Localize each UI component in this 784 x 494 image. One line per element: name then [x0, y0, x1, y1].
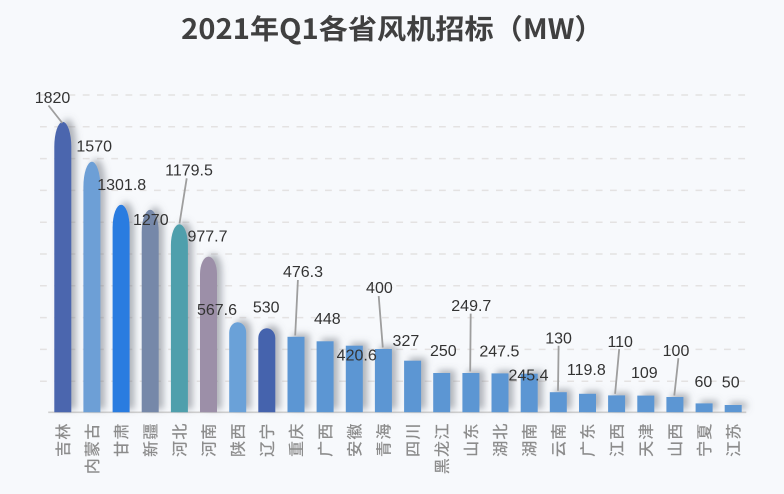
svg-text:130: 130	[545, 331, 572, 348]
svg-text:1301.8: 1301.8	[97, 177, 146, 194]
svg-text:245.4: 245.4	[508, 368, 548, 385]
svg-text:476.3: 476.3	[283, 264, 323, 281]
svg-text:977.7: 977.7	[187, 229, 227, 246]
svg-text:109: 109	[631, 365, 658, 382]
svg-text:530: 530	[253, 300, 280, 317]
svg-text:448: 448	[314, 311, 341, 328]
svg-text:100: 100	[663, 343, 690, 360]
svg-text:110: 110	[607, 334, 633, 351]
svg-text:400: 400	[366, 280, 393, 297]
svg-text:60: 60	[695, 374, 713, 391]
svg-text:1820: 1820	[35, 90, 71, 107]
svg-text:1570: 1570	[76, 139, 112, 156]
svg-text:50: 50	[722, 375, 740, 392]
svg-text:249.7: 249.7	[451, 298, 491, 315]
svg-text:1270: 1270	[133, 212, 169, 229]
svg-text:119.8: 119.8	[567, 362, 606, 379]
svg-text:327: 327	[393, 333, 420, 350]
svg-text:567.6: 567.6	[197, 302, 237, 319]
svg-text:250: 250	[430, 343, 457, 360]
svg-text:420.6: 420.6	[337, 348, 377, 365]
svg-text:247.5: 247.5	[479, 343, 519, 360]
svg-text:1179.5: 1179.5	[165, 163, 213, 180]
